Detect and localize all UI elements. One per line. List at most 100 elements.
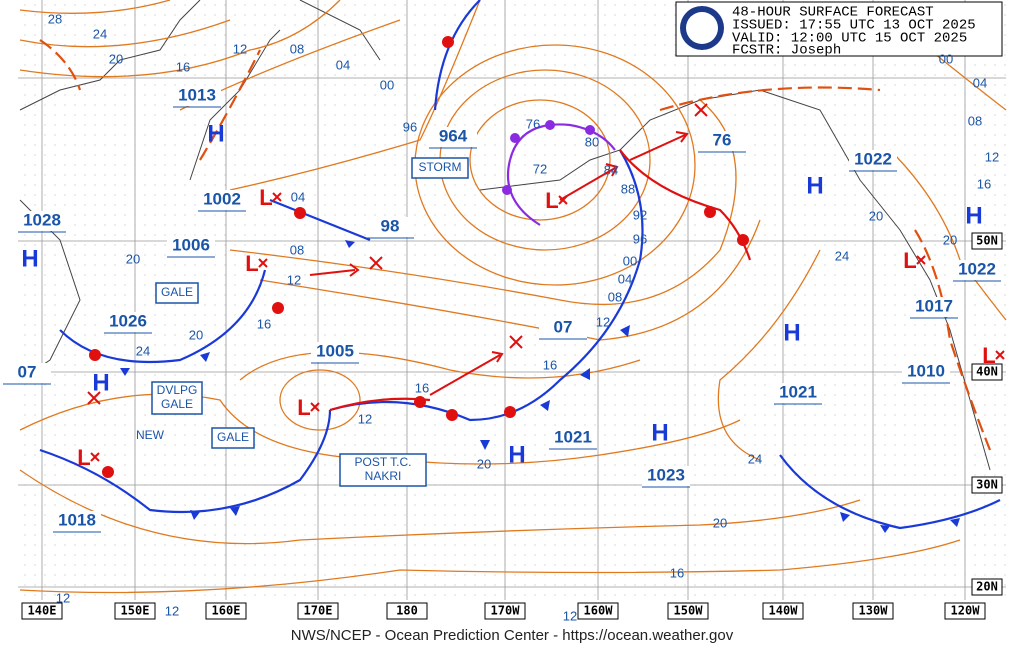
isobar-label: 12: [563, 608, 577, 623]
pressure-label: 1010: [907, 361, 945, 380]
lon-box: [297, 602, 339, 620]
warning-box: [339, 453, 427, 487]
pressure-label: 1026: [109, 311, 147, 330]
note: NEW: [136, 428, 165, 442]
high-center: H: [651, 419, 668, 446]
high-center: H: [21, 245, 38, 272]
high-center: H: [508, 441, 525, 468]
pressure-label: 964: [439, 126, 468, 145]
isobar-label: 84: [604, 162, 618, 177]
label-bg: [104, 312, 152, 332]
isobar-label: 08: [608, 289, 622, 304]
isobar-label: 88: [621, 181, 635, 196]
isobar-label: 12: [287, 272, 301, 287]
lon-box: [21, 602, 63, 620]
isobar-label: 28: [48, 11, 62, 26]
label-bg: [698, 131, 746, 151]
isobar-label: 08: [290, 41, 304, 56]
lon-box: [484, 602, 526, 620]
pressure-label: 1017: [915, 296, 953, 315]
lon-box: [852, 602, 894, 620]
low-x: [310, 402, 320, 412]
label-bg: [953, 260, 1001, 280]
low-x: [90, 452, 100, 462]
isobar-label: 20: [943, 232, 957, 247]
pressure-label: 98: [381, 216, 400, 235]
warning-box: [211, 427, 255, 449]
isobar-label: 20: [869, 208, 883, 223]
isobar-label: 20: [189, 327, 203, 342]
high-center: H: [92, 369, 109, 396]
latitude-label: 50N: [976, 234, 998, 248]
isobar-label: 12: [985, 149, 999, 164]
label-bg: [18, 211, 66, 231]
label-bg: [53, 511, 101, 531]
longitude-label: 170W: [491, 604, 521, 618]
lon-box: [205, 602, 247, 620]
isobar-label: 08: [290, 242, 304, 257]
isobar-label: 20: [713, 515, 727, 530]
front-markers: [89, 36, 960, 533]
lat-box: [971, 476, 1003, 494]
isobar-label: 96: [403, 119, 417, 134]
pressure-label: 1022: [958, 259, 996, 278]
isobar-label: 20: [109, 51, 123, 66]
high-center: H: [783, 319, 800, 346]
isobar-label: 24: [136, 343, 150, 358]
high-center: H: [965, 202, 982, 229]
low-x: [272, 192, 282, 202]
isobar-label: 12: [358, 411, 372, 426]
low-x: [258, 258, 268, 268]
longitude-label: 140E: [28, 604, 57, 618]
latitude-label: 40N: [976, 365, 998, 379]
isobar-label: 12: [596, 314, 610, 329]
warning-label: POST T.C. NAKRI: [355, 455, 412, 483]
isobar-label: 12: [233, 41, 247, 56]
isobar-label: 16: [543, 357, 557, 372]
pressure-label: 1021: [554, 427, 592, 446]
lat-box: [971, 232, 1003, 250]
isobar-label: 04: [336, 57, 350, 72]
isobar-label: 16: [977, 176, 991, 191]
isobar-label: 16: [670, 565, 684, 580]
label-bg: [539, 318, 587, 338]
header-line: 48-HOUR SURFACE FORECAST: [732, 5, 934, 21]
warning-label: STORM: [418, 160, 461, 174]
pressure-label: 1023: [647, 465, 685, 484]
label-bg: [774, 383, 822, 403]
pressure-label: 1005: [316, 341, 354, 360]
pressure-label: 1022: [854, 149, 892, 168]
label-bg: [3, 363, 51, 383]
low-center: L: [77, 445, 90, 470]
isobar-label: 16: [176, 59, 190, 74]
isobar-label: 08: [968, 113, 982, 128]
lat-box: [971, 578, 1003, 596]
warning-box: [151, 381, 203, 415]
longitude-label: 150W: [674, 604, 704, 618]
pressure-label: 1013: [178, 85, 216, 104]
high-center: H: [207, 120, 224, 147]
longitude-label: 180: [396, 604, 418, 618]
latitude-label: 20N: [976, 580, 998, 594]
low-x: [916, 255, 926, 265]
isobar-label: 24: [93, 26, 107, 41]
latitude-label: 30N: [976, 478, 998, 492]
isobar-label: 92: [633, 207, 647, 222]
lon-box: [114, 602, 156, 620]
label-bg: [311, 342, 359, 362]
isobar-label: 12: [56, 590, 70, 605]
pressure-label: 1028: [23, 210, 61, 229]
label-bg: [849, 150, 897, 170]
low-center: L: [903, 248, 916, 273]
low-x: [995, 350, 1005, 360]
isobar-label: 00: [623, 253, 637, 268]
footer: NWS/NCEP - Ocean Prediction Center - htt…: [291, 627, 734, 644]
warning-box: [155, 282, 199, 304]
label-bg: [910, 297, 958, 317]
header-box: [675, 1, 1003, 57]
isobar-label: 20: [126, 251, 140, 266]
isobar-label: 12: [165, 603, 179, 618]
isobar-label: 76: [526, 116, 540, 131]
